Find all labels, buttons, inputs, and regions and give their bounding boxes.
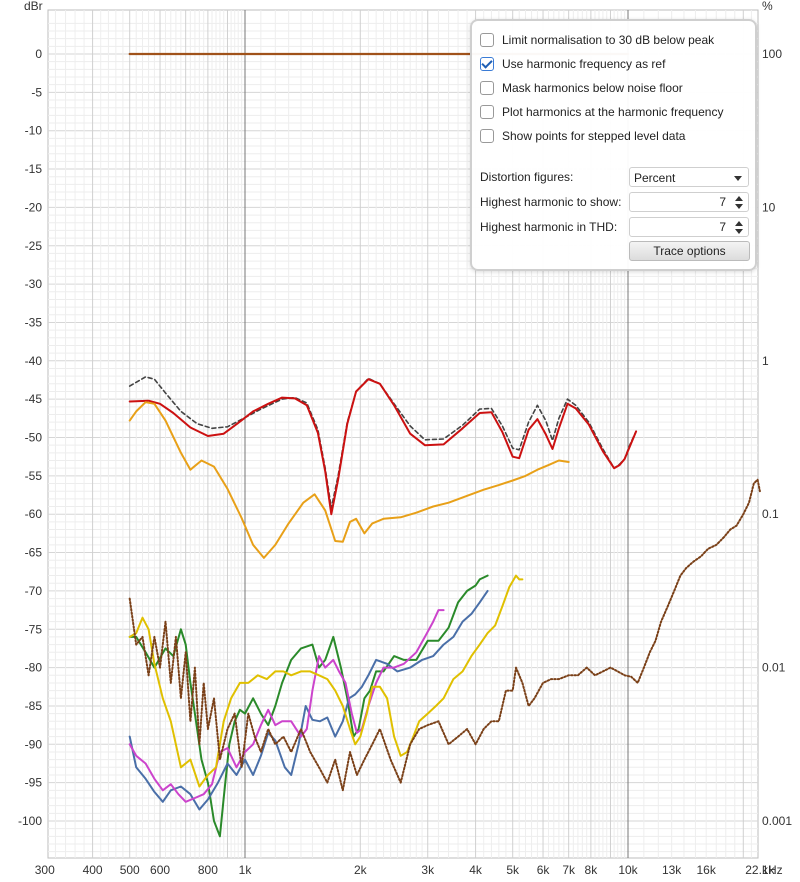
left-tick-label: -10 [25,124,43,138]
highest-harmonic-thd-value: 7 [719,220,726,234]
highest-harmonic-thd-stepper[interactable]: 7 [629,217,749,237]
mask-harmonics-label: Mask harmonics below noise floor [502,81,683,95]
right-tick-label: 100 [762,47,782,61]
series-h3-line [128,574,489,838]
right-tick-label: 0.001 [762,814,792,828]
x-tick-label: 7k [562,863,576,877]
right-tick-label: 0.1 [762,507,779,521]
x-tick-label: 600 [150,863,170,877]
left-tick-label: -100 [18,814,42,828]
plot-harmonics-checkbox[interactable] [480,105,494,119]
left-tick-label: -45 [25,392,43,406]
limit-normalisation-option[interactable]: Limit normalisation to 30 dB below peak [480,31,714,49]
highest-harmonic-show-value: 7 [719,195,726,209]
right-tick-label: 1 [762,354,769,368]
plot-harmonics-option[interactable]: Plot harmonics at the harmonic frequency [480,103,723,121]
series-thd_plus_n-line [128,376,637,509]
left-tick-label: -75 [25,622,43,636]
stepper-up-icon[interactable] [735,196,743,201]
stepper-down-icon[interactable] [735,204,743,209]
x-tick-label: 2k [354,863,368,877]
x-tick-label: 16k [696,863,716,877]
left-tick-label: -50 [25,431,43,445]
series-h4-line [128,589,489,811]
left-tick-label: -30 [25,277,43,291]
trace-options-button[interactable]: Trace options [629,241,750,261]
series-thd-line [128,378,638,516]
limit-normalisation-label: Limit normalisation to 30 dB below peak [502,33,715,47]
distortion-figures-select[interactable]: Percent [629,167,749,187]
highest-harmonic-thd-label: Highest harmonic in THD: [480,220,618,234]
x-tick-label: 800 [198,863,218,877]
x-tick-label: 5k [506,863,520,877]
use-harmonic-ref-label: Use harmonic frequency as ref [502,57,666,71]
right-axis-title: % [762,0,773,13]
left-tick-label: -25 [25,239,43,253]
stepper-down-icon[interactable] [735,229,743,234]
stepper-up-icon[interactable] [735,221,743,226]
x-tick-label: 300 [35,863,55,877]
chart-series [128,52,761,838]
left-tick-label: -35 [25,315,43,329]
series-h2-line [128,401,570,559]
x-tick-label: 10k [618,863,638,877]
x-tick-label: 4k [469,863,483,877]
limit-normalisation-checkbox[interactable] [480,33,494,47]
left-axis-title: dBr [24,0,43,13]
x-tick-label: 500 [120,863,140,877]
distortion-figures-label: Distortion figures: [480,170,574,184]
x-unit-label: kHz [762,863,783,877]
left-tick-label: -95 [25,776,43,790]
chart-axes: dBr % 0 -5 -10 -15 -20 -25 -30 -35 -40 -45 -50 -55 -60… [18,0,792,877]
series-noise-line [128,478,761,792]
left-tick-label: 0 [35,47,42,61]
series-h6-line [128,574,524,788]
highest-harmonic-show-stepper[interactable]: 7 [629,192,749,212]
use-harmonic-ref-option[interactable]: Use harmonic frequency as ref [480,55,665,73]
right-tick-label: 10 [762,200,776,214]
show-points-option[interactable]: Show points for stepped level data [480,127,685,145]
x-tick-label: 13k [662,863,682,877]
left-tick-label: -90 [25,737,43,751]
options-panel: Limit normalisation to 30 dB below peak … [470,19,757,271]
right-tick-label: 0.01 [762,661,786,675]
x-tick-label: 3k [421,863,435,877]
plot-harmonics-label: Plot harmonics at the harmonic frequency [502,105,724,119]
left-tick-label: -20 [25,200,43,214]
x-tick-label: 400 [83,863,103,877]
use-harmonic-ref-checkbox[interactable] [480,57,494,71]
left-tick-label: -65 [25,546,43,560]
distortion-figures-value: Percent [634,171,676,185]
left-tick-label: -70 [25,584,43,598]
x-tick-label: 22.1k [745,863,775,877]
x-tick-label: 6k [537,863,551,877]
left-tick-label: -85 [25,699,43,713]
show-points-label: Show points for stepped level data [502,129,686,143]
show-points-checkbox[interactable] [480,129,494,143]
series-h5-line [128,609,445,803]
chevron-down-icon [734,176,742,181]
left-tick-label: -40 [25,354,43,368]
mask-harmonics-option[interactable]: Mask harmonics below noise floor [480,79,683,97]
x-tick-label: 8k [585,863,599,877]
left-tick-label: -55 [25,469,43,483]
x-tick-label: 1k [239,863,253,877]
mask-harmonics-checkbox[interactable] [480,81,494,95]
left-tick-label: -80 [25,661,43,675]
left-tick-label: -15 [25,162,43,176]
highest-harmonic-show-label: Highest harmonic to show: [480,195,622,209]
left-tick-label: -5 [31,85,42,99]
left-tick-label: -60 [25,507,43,521]
